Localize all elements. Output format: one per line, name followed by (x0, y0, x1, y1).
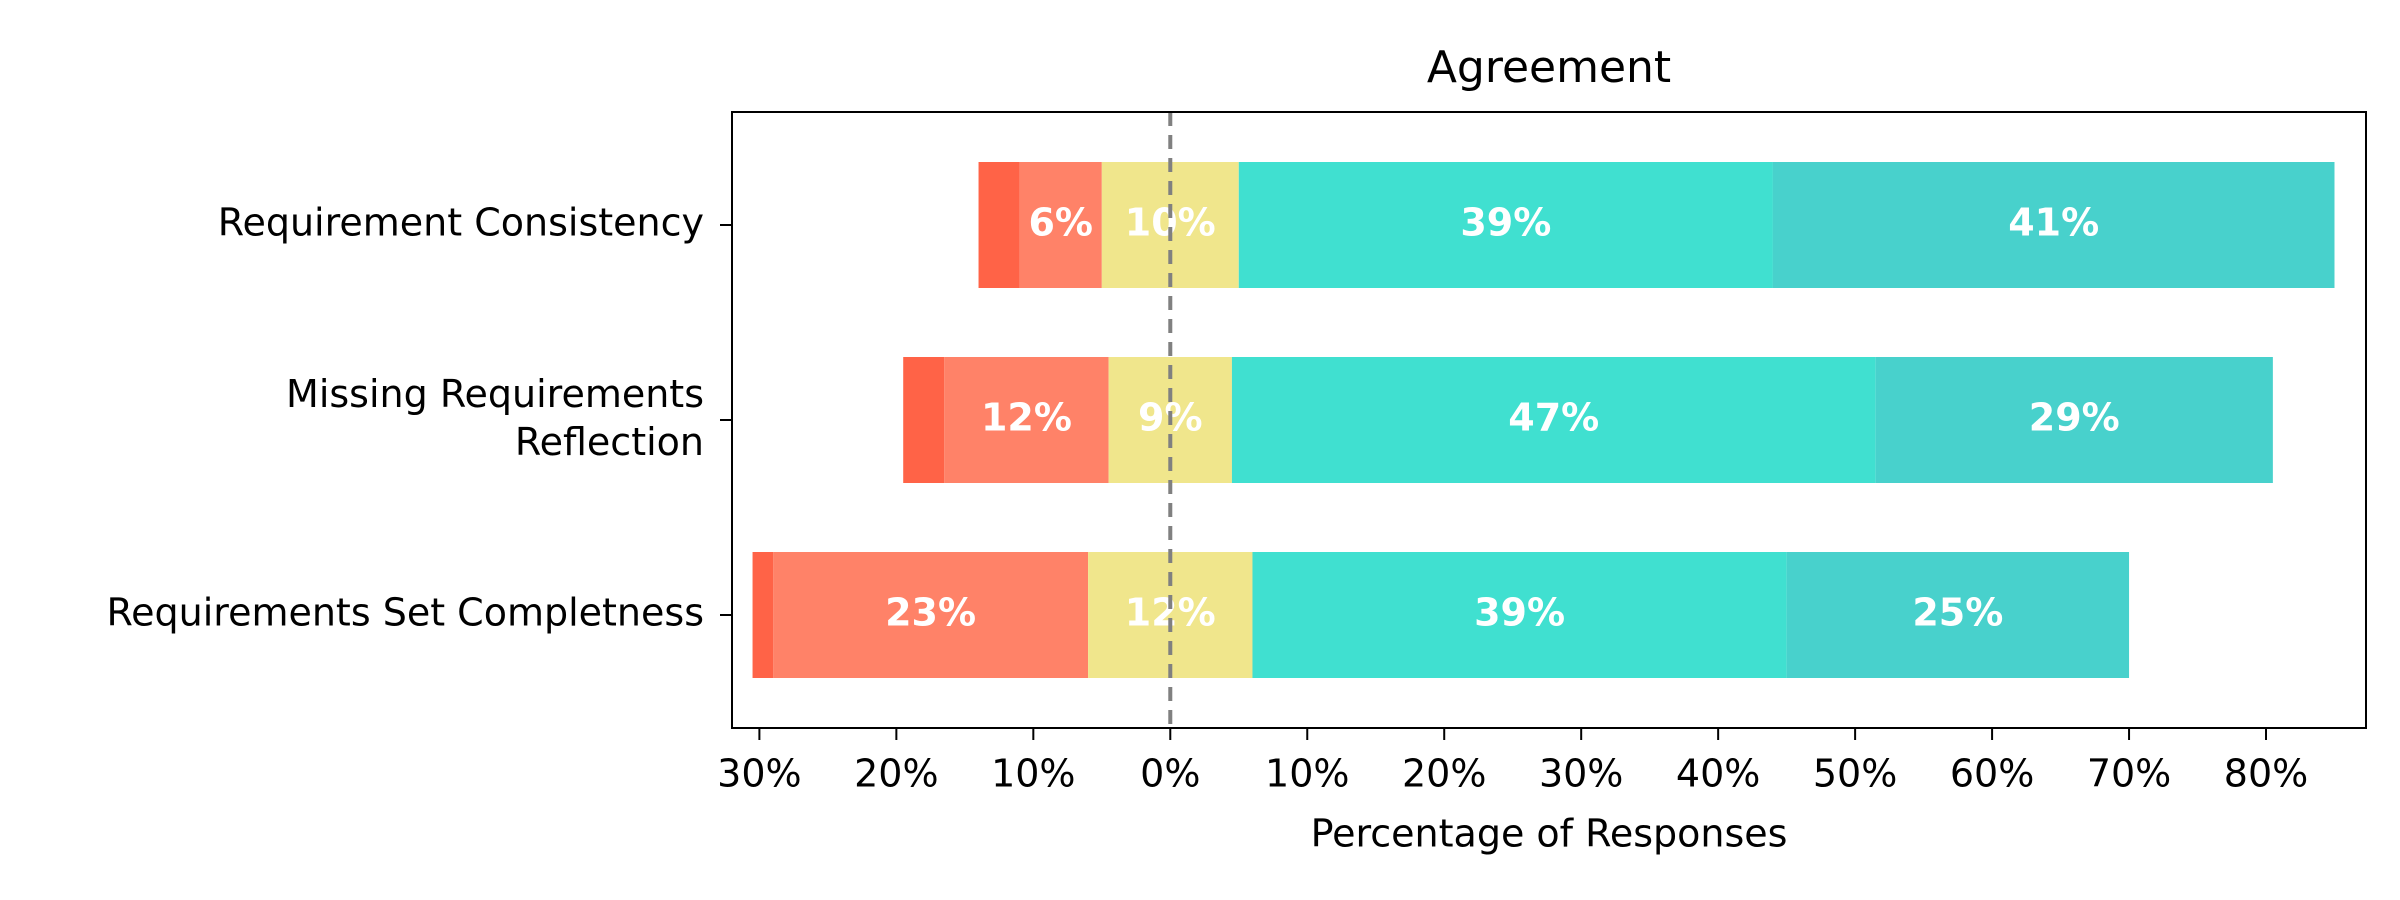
bar-segment (978, 162, 1020, 288)
bar-segment (1252, 552, 1787, 678)
x-tick-label: 60% (1950, 752, 2034, 796)
bar-segment (1772, 162, 2335, 288)
x-tick-label: 30% (1539, 752, 1623, 796)
x-tick-label: 80% (2224, 752, 2308, 796)
y-tick-label: Requirement Consistency (218, 201, 704, 245)
data-label: 25% (1912, 591, 2003, 635)
chart-title: Agreement (1427, 42, 1671, 93)
x-axis-label: Percentage of Responses (1311, 812, 1788, 856)
bar-segment (1875, 357, 2273, 483)
y-tick-label: Missing Requirements Reflection (286, 372, 704, 464)
data-label: 47% (1508, 396, 1599, 440)
x-tick-label: 10% (991, 752, 1075, 796)
data-label: 41% (2008, 201, 2099, 245)
data-label: 12% (981, 396, 1072, 440)
bar-segment (944, 357, 1109, 483)
data-label: 29% (2029, 396, 2120, 440)
x-tick-label: 30% (717, 752, 801, 796)
bar-segment (1238, 162, 1773, 288)
x-tick-label: 0% (1140, 752, 1200, 796)
x-tick-label: 20% (1402, 752, 1486, 796)
x-tick-label: 40% (1676, 752, 1760, 796)
bar-segment (1019, 162, 1102, 288)
bar-segment (1231, 357, 1876, 483)
x-tick-label: 10% (1265, 752, 1349, 796)
bar-segment (903, 357, 945, 483)
plot-frame (731, 111, 2367, 729)
bar-segment (752, 552, 774, 678)
data-label: 6% (1028, 201, 1093, 245)
bar-segment (773, 552, 1089, 678)
data-label: 39% (1474, 591, 1565, 635)
x-tick-label: 20% (854, 752, 938, 796)
x-tick-label: 70% (2087, 752, 2171, 796)
data-label: 23% (885, 591, 976, 635)
y-tick-label: Requirements Set Completness (106, 591, 704, 635)
x-tick-label: 50% (1813, 752, 1897, 796)
data-label: 39% (1460, 201, 1551, 245)
bar-segment (1786, 552, 2130, 678)
